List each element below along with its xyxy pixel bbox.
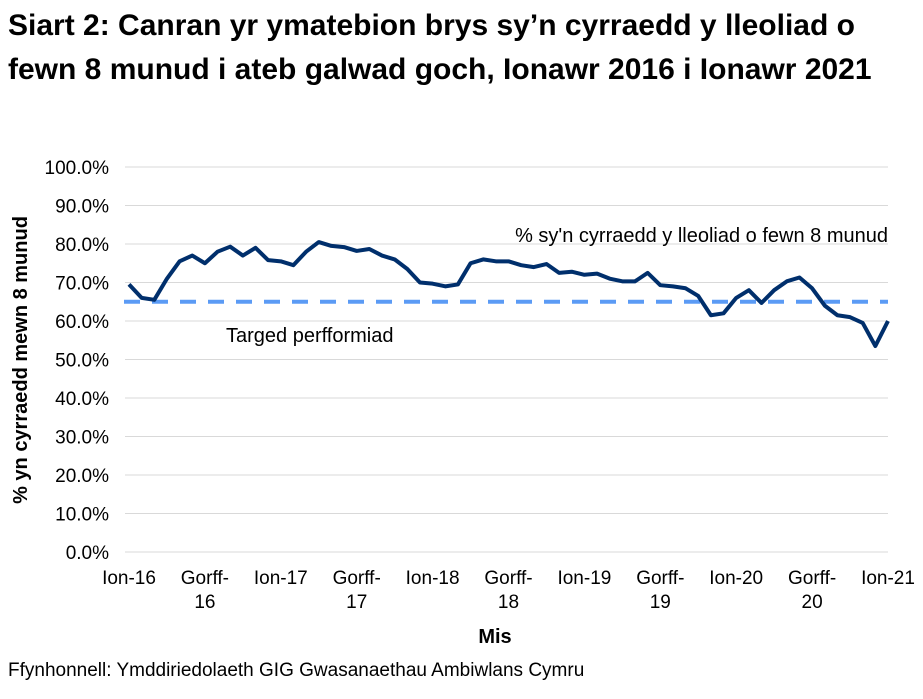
y-tick-label: 20.0% bbox=[55, 466, 109, 487]
x-tick-label: Ion-19 bbox=[557, 568, 611, 589]
y-tick-label: 50.0% bbox=[55, 351, 109, 372]
x-tick-label: Gorff- bbox=[333, 568, 381, 589]
y-axis-title: % yn cyrraedd mewn 8 munud bbox=[10, 216, 32, 504]
x-tick-label: Ion-20 bbox=[709, 568, 763, 589]
y-tick-label: 100.0% bbox=[45, 158, 110, 179]
x-tick-label: 20 bbox=[802, 592, 823, 613]
y-tick-label: 80.0% bbox=[55, 235, 109, 256]
x-tick-label: Ion-17 bbox=[254, 568, 308, 589]
x-tick-label: Gorff- bbox=[788, 568, 836, 589]
x-tick-label: Ion-18 bbox=[406, 568, 460, 589]
x-tick-label: 18 bbox=[498, 592, 519, 613]
y-tick-label: 30.0% bbox=[55, 428, 109, 449]
x-tick-label: 19 bbox=[650, 592, 671, 613]
y-tick-label: 70.0% bbox=[55, 274, 109, 295]
x-tick-label: Gorff- bbox=[636, 568, 684, 589]
source-note: Ffynhonnell: Ymddiriedolaeth GIG Gwasana… bbox=[8, 660, 585, 681]
x-axis-title: Mis bbox=[478, 626, 511, 648]
x-tick-label: Ion-16 bbox=[102, 568, 156, 589]
target-label: Targed perfformiad bbox=[226, 325, 394, 347]
chart-title: Siart 2: Canran yr ymatebion brys sy’n c… bbox=[8, 9, 872, 86]
x-tick-label: 17 bbox=[346, 592, 367, 613]
x-tick-label: Gorff- bbox=[484, 568, 532, 589]
series-label: % sy'n cyrraedd y lleoliad o fewn 8 munu… bbox=[515, 225, 888, 247]
y-tick-label: 40.0% bbox=[55, 389, 109, 410]
y-tick-label: 0.0% bbox=[66, 543, 109, 564]
y-tick-label: 10.0% bbox=[55, 505, 109, 526]
x-tick-label: Ion-21 bbox=[861, 568, 915, 589]
y-tick-label: 90.0% bbox=[55, 197, 109, 218]
y-tick-label: 60.0% bbox=[55, 312, 109, 333]
x-tick-label: Gorff- bbox=[181, 568, 229, 589]
x-tick-label: 16 bbox=[194, 592, 215, 613]
